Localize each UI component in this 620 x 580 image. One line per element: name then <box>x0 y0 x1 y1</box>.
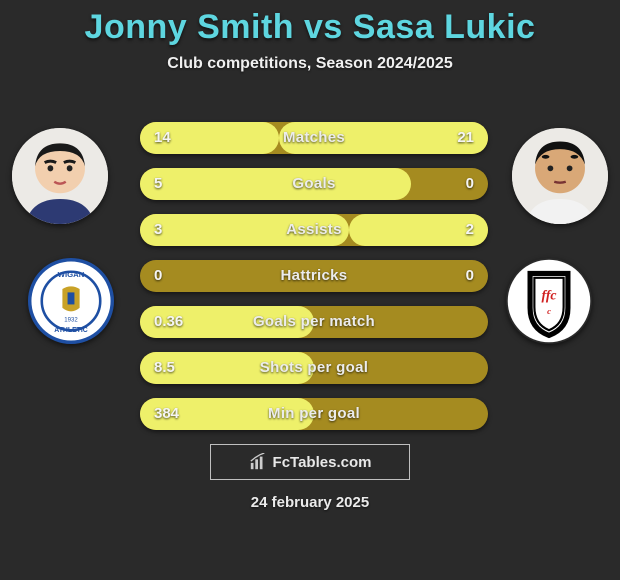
player-right-avatar <box>512 128 608 224</box>
stat-right-value: 2 <box>466 214 474 246</box>
brand-box: FcTables.com <box>210 444 410 480</box>
stat-label: Matches <box>140 122 488 154</box>
stat-row: 8.5Shots per goal <box>140 352 488 384</box>
svg-text:ffc: ffc <box>541 287 556 302</box>
stat-row: 0.36Goals per match <box>140 306 488 338</box>
stat-right-value: 21 <box>457 122 474 154</box>
date-label: 24 february 2025 <box>0 494 620 511</box>
stat-label: Min per goal <box>140 398 488 430</box>
svg-text:c: c <box>547 306 551 316</box>
subtitle: Club competitions, Season 2024/2025 <box>0 55 620 73</box>
brand-label: FcTables.com <box>273 454 372 471</box>
stat-row: 0Hattricks0 <box>140 260 488 292</box>
page-title: Jonny Smith vs Sasa Lukic <box>0 0 620 47</box>
stat-label: Assists <box>140 214 488 246</box>
svg-text:1932: 1932 <box>64 318 78 324</box>
stat-row: 3Assists2 <box>140 214 488 246</box>
chart-icon <box>249 453 267 471</box>
stat-label: Hattricks <box>140 260 488 292</box>
stat-row: 384Min per goal <box>140 398 488 430</box>
stat-row: 5Goals0 <box>140 168 488 200</box>
stat-row: 14Matches21 <box>140 122 488 154</box>
stat-label: Shots per goal <box>140 352 488 384</box>
stats-list: 14Matches215Goals03Assists20Hattricks00.… <box>140 122 488 444</box>
club-right-crest: ffc c <box>506 258 592 344</box>
stat-label: Goals per match <box>140 306 488 338</box>
stat-right-value: 0 <box>466 168 474 200</box>
svg-text:WIGAN: WIGAN <box>58 270 85 279</box>
stat-right-value: 0 <box>466 260 474 292</box>
club-left-crest: WIGAN ATHLETIC 1932 <box>28 258 114 344</box>
player-left-avatar <box>12 128 108 224</box>
svg-text:ATHLETIC: ATHLETIC <box>54 327 88 334</box>
stat-label: Goals <box>140 168 488 200</box>
